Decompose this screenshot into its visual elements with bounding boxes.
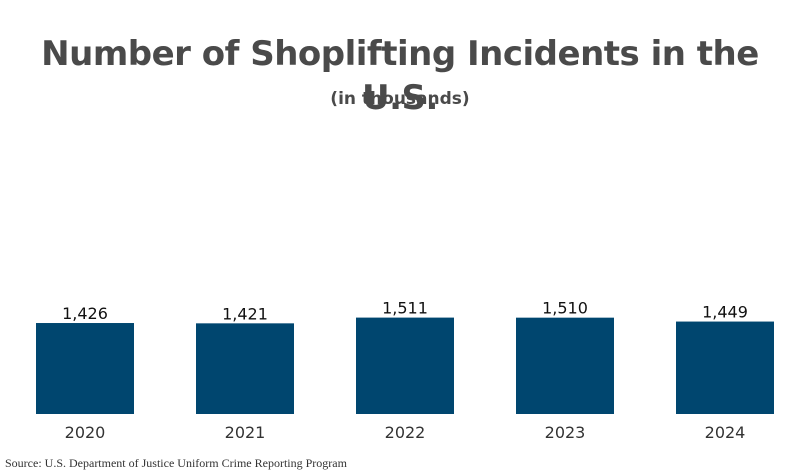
bar-2024 xyxy=(676,321,774,414)
bar-2023 xyxy=(516,317,614,414)
x-tick-label-2022: 2022 xyxy=(385,423,426,442)
bar-2021 xyxy=(196,323,294,414)
bar-2020 xyxy=(36,323,134,414)
x-tick-label-2024: 2024 xyxy=(705,423,746,442)
chart-title: Number of Shoplifting Incidents in the U… xyxy=(41,34,759,118)
bar-2022 xyxy=(356,317,454,414)
data-label-2020: 1,426 xyxy=(62,304,108,323)
x-tick-label-2021: 2021 xyxy=(225,423,266,442)
data-label-2021: 1,421 xyxy=(222,304,268,323)
data-label-2022: 1,511 xyxy=(382,299,428,318)
data-label-2023: 1,510 xyxy=(542,299,588,318)
x-tick-label-2020: 2020 xyxy=(65,423,106,442)
data-label-2024: 1,449 xyxy=(702,303,748,322)
x-tick-label-2023: 2023 xyxy=(545,423,586,442)
chart-subtitle: (in thousands) xyxy=(330,89,470,109)
source-note: Source: U.S. Department of Justice Unifo… xyxy=(5,456,347,470)
